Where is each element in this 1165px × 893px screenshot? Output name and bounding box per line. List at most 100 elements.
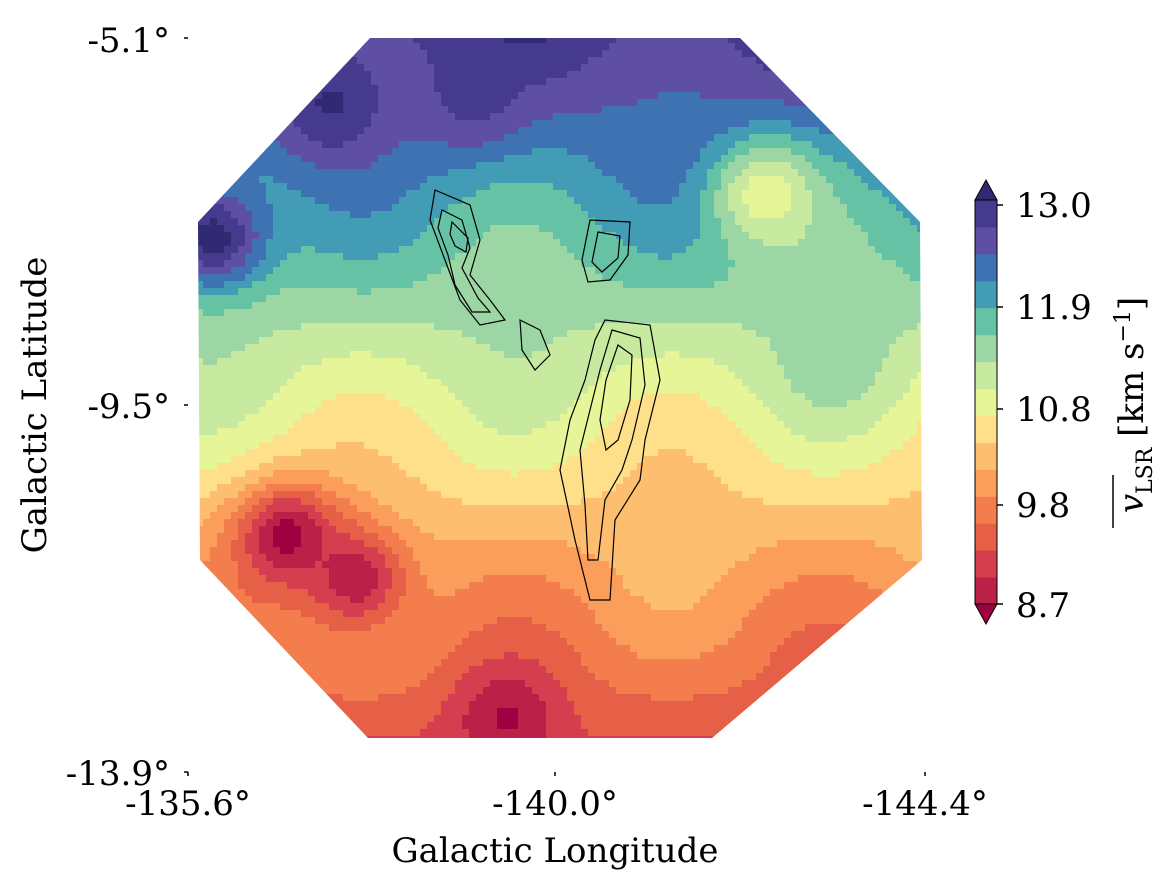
velocity-cell <box>504 610 512 618</box>
velocity-cell <box>217 491 225 499</box>
velocity-cell <box>490 281 498 289</box>
velocity-cell <box>497 715 505 723</box>
velocity-cell <box>483 288 491 296</box>
velocity-cell <box>462 547 470 555</box>
velocity-cell <box>483 211 491 219</box>
velocity-cell <box>245 554 253 562</box>
velocity-cell <box>266 407 274 415</box>
velocity-cell <box>231 344 239 352</box>
velocity-cell <box>490 414 498 422</box>
velocity-cell <box>511 148 519 156</box>
velocity-cell <box>420 589 428 597</box>
velocity-cell <box>301 561 309 569</box>
velocity-cell <box>511 141 519 149</box>
velocity-cell <box>315 722 323 730</box>
velocity-cell <box>238 421 246 429</box>
velocity-cell <box>198 687 204 695</box>
velocity-cell <box>245 673 253 681</box>
velocity-cell <box>420 533 428 541</box>
velocity-cell <box>448 533 456 541</box>
velocity-cell <box>294 414 302 422</box>
velocity-cell <box>259 400 267 408</box>
velocity-cell <box>364 309 372 317</box>
velocity-cell <box>322 120 330 128</box>
velocity-cell <box>357 155 365 163</box>
velocity-cell <box>350 694 358 702</box>
velocity-cell <box>427 498 435 506</box>
velocity-cell <box>441 407 449 415</box>
velocity-cell <box>385 645 393 653</box>
velocity-cell <box>315 38 323 44</box>
velocity-cell <box>434 505 442 513</box>
velocity-cell <box>532 715 540 723</box>
velocity-cell <box>238 659 246 667</box>
velocity-cell <box>413 64 421 72</box>
velocity-cell <box>434 610 442 618</box>
velocity-cell <box>462 309 470 317</box>
velocity-cell <box>287 330 295 338</box>
velocity-cell <box>231 155 239 163</box>
velocity-cell <box>518 421 526 429</box>
velocity-cell <box>308 38 316 44</box>
velocity-cell <box>252 533 260 541</box>
velocity-cell <box>462 225 470 233</box>
velocity-cell <box>203 127 211 135</box>
velocity-cell <box>413 141 421 149</box>
velocity-cell <box>245 50 253 58</box>
velocity-cell <box>266 470 274 478</box>
velocity-cell <box>198 526 204 534</box>
velocity-cell <box>245 715 253 723</box>
velocity-cell <box>462 701 470 709</box>
velocity-cell <box>315 232 323 240</box>
velocity-cell <box>329 386 337 394</box>
velocity-cell <box>483 204 491 212</box>
velocity-cell <box>198 554 204 562</box>
velocity-cell <box>420 106 428 114</box>
velocity-cell <box>203 372 211 380</box>
velocity-cell <box>420 701 428 709</box>
velocity-cell <box>280 463 288 471</box>
velocity-cell <box>280 253 288 261</box>
velocity-cell <box>203 533 211 541</box>
velocity-cell <box>483 610 491 618</box>
velocity-cell <box>364 50 372 58</box>
velocity-cell <box>224 281 232 289</box>
velocity-cell <box>427 505 435 513</box>
velocity-cell <box>217 582 225 590</box>
velocity-cell <box>287 358 295 366</box>
velocity-cell <box>224 127 232 135</box>
velocity-cell <box>371 365 379 373</box>
velocity-cell <box>343 330 351 338</box>
velocity-cell <box>525 169 533 177</box>
velocity-cell <box>490 239 498 247</box>
velocity-cell <box>427 246 435 254</box>
velocity-cell <box>210 484 218 492</box>
velocity-cell <box>280 337 288 345</box>
velocity-cell <box>357 330 365 338</box>
velocity-cell <box>301 617 309 625</box>
velocity-cell <box>336 407 344 415</box>
velocity-cell <box>420 645 428 653</box>
velocity-cell <box>525 470 533 478</box>
velocity-cell <box>280 687 288 695</box>
velocity-cell <box>371 498 379 506</box>
velocity-cell <box>483 659 491 667</box>
velocity-cell <box>455 477 463 485</box>
velocity-cell <box>217 470 225 478</box>
velocity-cell <box>266 379 274 387</box>
velocity-cell <box>217 715 225 723</box>
velocity-cell <box>378 659 386 667</box>
velocity-cell <box>511 575 519 583</box>
velocity-cell <box>350 708 358 716</box>
velocity-cell <box>266 281 274 289</box>
velocity-cell <box>476 673 484 681</box>
velocity-cell <box>301 176 309 184</box>
velocity-cell <box>413 260 421 268</box>
velocity-cell <box>252 568 260 576</box>
velocity-cell <box>399 141 407 149</box>
velocity-cell <box>294 610 302 618</box>
velocity-cell <box>427 421 435 429</box>
velocity-cell <box>392 176 400 184</box>
velocity-cell <box>525 694 533 702</box>
velocity-cell <box>469 463 477 471</box>
